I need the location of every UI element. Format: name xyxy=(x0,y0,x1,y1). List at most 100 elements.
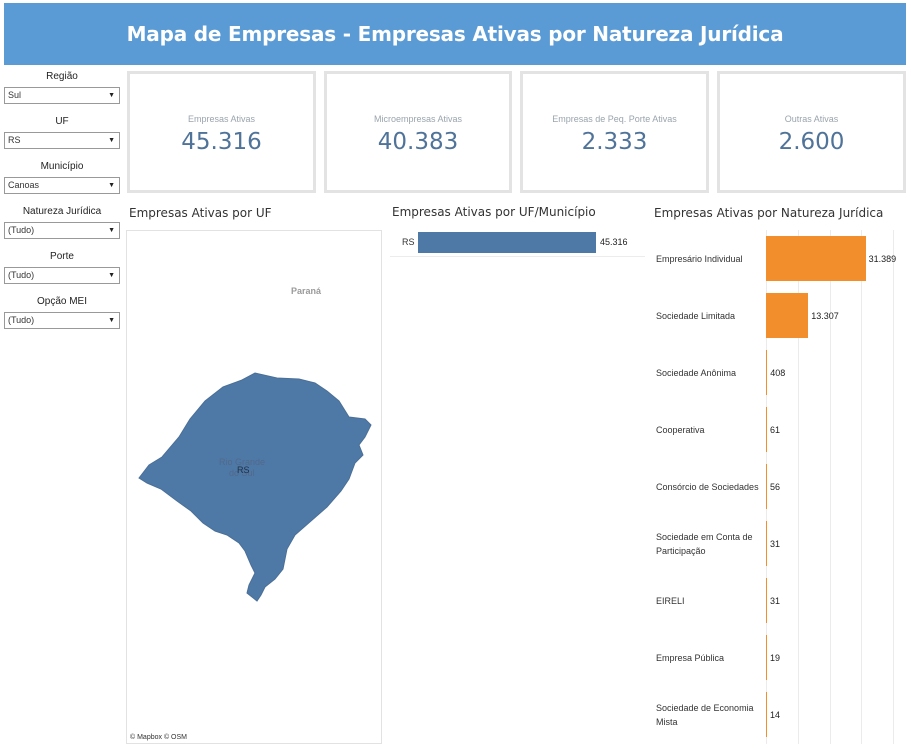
filter-label: Região xyxy=(46,71,78,82)
gridline xyxy=(861,230,863,744)
natureza-juridica-chart: Empresário Individual 31.389 Sociedade Lim… xyxy=(652,230,907,744)
dashboard-title: Mapa de Empresas - Empresas Ativas por N… xyxy=(126,22,784,46)
kpi-empresas-peq-porte: Empresas de Peq. Porte Ativas 2.333 xyxy=(520,71,709,193)
chart-row: Sociedade em Conta de Participação 31 xyxy=(652,515,907,572)
state-mark-label: RS xyxy=(237,465,250,475)
category-label: Empresa Pública xyxy=(656,652,725,663)
neighbor-state-label: Paraná xyxy=(291,286,322,296)
category-label: Sociedade Anônima xyxy=(656,367,737,378)
chart-row: EIRELI 31 xyxy=(652,572,907,629)
kpi-value: 2.600 xyxy=(778,129,845,155)
filter-label: Município xyxy=(40,161,84,172)
row-divider xyxy=(390,256,645,257)
uf-map[interactable]: Paraná Rio Grande do Sul RS © Mapbox © O… xyxy=(126,230,382,744)
chart-row: Cooperativa 61 xyxy=(652,401,907,458)
bar-value-label: 14 xyxy=(770,709,781,720)
category-label: Consórcio de Sociedades xyxy=(656,481,759,492)
kpi-microempresas-ativas: Microempresas Ativas 40.383 xyxy=(324,71,512,193)
kpi-empresas-ativas: Empresas Ativas 45.316 xyxy=(127,71,316,193)
gridline xyxy=(829,230,831,744)
uf-bar-value: 45.316 xyxy=(600,237,628,247)
kpi-value: 40.383 xyxy=(377,129,459,155)
dropdown-value: Canoas xyxy=(8,180,40,190)
chevron-down-icon: ▼ xyxy=(108,317,115,324)
chevron-down-icon: ▼ xyxy=(108,92,115,99)
kpi-outras-ativas: Outras Ativas 2.600 xyxy=(717,71,906,193)
chart-row: Consórcio de Sociedades 56 xyxy=(652,458,907,515)
filter-label: Natureza Jurídica xyxy=(22,206,102,217)
opcao-mei-dropdown[interactable]: (Tudo) ▼ xyxy=(4,312,120,329)
bar-value-label: 56 xyxy=(770,481,781,492)
filter-municipio: Município Canoas ▼ xyxy=(4,160,120,194)
filter-opcao-mei: Opção MEI (Tudo) ▼ xyxy=(4,295,120,329)
category-bar[interactable] xyxy=(766,293,809,338)
regiao-dropdown[interactable]: Sul ▼ xyxy=(4,87,120,104)
category-bar[interactable] xyxy=(766,236,866,281)
chevron-down-icon: ▼ xyxy=(108,137,115,144)
porte-dropdown[interactable]: (Tudo) ▼ xyxy=(4,267,120,284)
bar-value-label: 61 xyxy=(770,424,781,435)
bar-value-label: 31 xyxy=(770,538,781,549)
uf-municipio-chart: RS 45.316 xyxy=(390,230,645,260)
category-bar[interactable] xyxy=(766,635,767,680)
dropdown-value: (Tudo) xyxy=(8,315,35,325)
filter-regiao: Região Sul ▼ xyxy=(4,70,120,104)
category-label: Cooperativa xyxy=(656,424,705,435)
filter-uf: UF RS ▼ xyxy=(4,115,120,149)
filter-porte: Porte (Tudo) ▼ xyxy=(4,250,120,284)
bar-value-label: 13.307 xyxy=(811,310,839,321)
category-bar[interactable] xyxy=(766,464,767,509)
category-bar[interactable] xyxy=(766,407,767,452)
natureza-juridica-dropdown[interactable]: (Tudo) ▼ xyxy=(4,222,120,239)
filter-label: Opção MEI xyxy=(36,296,88,307)
uf-chart-title: Empresas Ativas por UF/Município xyxy=(392,205,596,219)
chart-row: Sociedade Anônima 408 xyxy=(652,344,907,401)
kpi-label: Empresas Ativas xyxy=(187,114,256,124)
map-title: Empresas Ativas por UF xyxy=(129,206,272,220)
bar-value-label: 408 xyxy=(770,367,786,378)
uf-bar[interactable] xyxy=(418,232,596,253)
bar-value-label: 19 xyxy=(770,652,781,663)
category-bar[interactable] xyxy=(766,521,767,566)
category-label: Sociedade em Conta de Participação xyxy=(656,531,753,556)
rs-state-shape[interactable] xyxy=(138,372,372,602)
category-bar[interactable] xyxy=(766,350,768,395)
category-label: EIRELI xyxy=(656,595,685,606)
uf-row-label: RS xyxy=(402,237,415,247)
state-name-label: do Sul xyxy=(229,468,255,478)
chevron-down-icon: ▼ xyxy=(108,227,115,234)
chart-row: Sociedade de Economia Mista 14 xyxy=(652,686,907,743)
kpi-value: 2.333 xyxy=(581,129,648,155)
category-label: Empresário Individual xyxy=(656,253,743,264)
filter-label: Porte xyxy=(50,251,74,262)
state-name-label: Rio Grande xyxy=(219,457,266,467)
map-canvas xyxy=(138,372,372,602)
category-label: Sociedade de Economia Mista xyxy=(656,702,754,727)
map-credits: © Mapbox © OSM xyxy=(130,734,187,741)
filter-natureza-juridica: Natureza Jurídica (Tudo) ▼ xyxy=(4,205,120,239)
chevron-down-icon: ▼ xyxy=(108,272,115,279)
municipio-dropdown[interactable]: Canoas ▼ xyxy=(4,177,120,194)
uf-dropdown[interactable]: RS ▼ xyxy=(4,132,120,149)
kpi-label: Empresas de Peq. Porte Ativas xyxy=(552,114,677,124)
chevron-down-icon: ▼ xyxy=(108,182,115,189)
kpi-value: 45.316 xyxy=(181,129,262,155)
gridline xyxy=(797,230,799,744)
dropdown-value: (Tudo) xyxy=(8,225,35,235)
chart-row: Sociedade Limitada 13.307 xyxy=(652,287,907,344)
kpi-label: Microempresas Ativas xyxy=(373,114,463,124)
kpi-label: Outras Ativas xyxy=(784,114,839,124)
category-label: Sociedade Limitada xyxy=(656,310,736,321)
bar-value-label: 31 xyxy=(770,595,781,606)
dropdown-value: RS xyxy=(8,135,21,145)
natureza-chart-title: Empresas Ativas por Natureza Jurídica xyxy=(654,206,884,220)
chart-row: Empresário Individual 31.389 xyxy=(652,230,907,287)
gridline xyxy=(893,230,894,744)
filter-label: UF xyxy=(55,116,69,127)
dropdown-value: (Tudo) xyxy=(8,270,35,280)
category-bar[interactable] xyxy=(766,578,767,623)
dashboard-header: Mapa de Empresas - Empresas Ativas por N… xyxy=(4,3,906,65)
category-bar[interactable] xyxy=(766,692,767,737)
bar-value-label: 31.389 xyxy=(868,253,897,264)
chart-row: Empresa Pública 19 xyxy=(652,629,907,686)
